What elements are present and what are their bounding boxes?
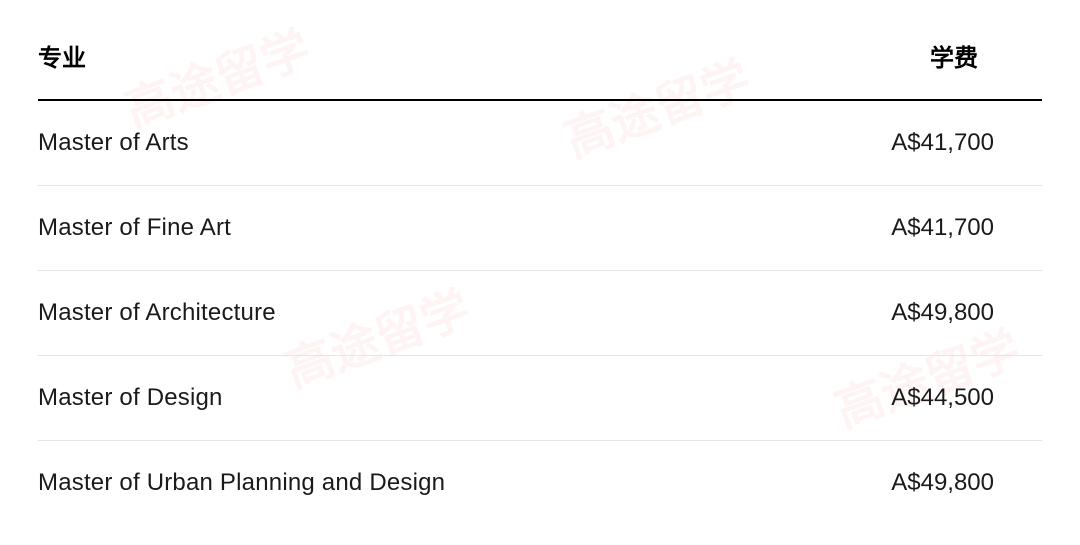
column-header-major: 专业 xyxy=(38,38,86,73)
cell-fee: A$49,800 xyxy=(842,469,1042,497)
tuition-table: 专业 学费 Master of Arts A$41,700 Master of … xyxy=(0,0,1080,545)
cell-fee: A$41,700 xyxy=(842,129,1042,157)
table-header-row: 专业 学费 xyxy=(38,30,1042,101)
cell-fee: A$49,800 xyxy=(842,299,1042,327)
table-row: Master of Architecture A$49,800 xyxy=(38,271,1042,356)
table-row: Master of Fine Art A$41,700 xyxy=(38,186,1042,271)
column-header-fee: 学费 xyxy=(930,38,1042,73)
table-row: Master of Arts A$41,700 xyxy=(38,101,1042,186)
cell-major: Master of Fine Art xyxy=(38,214,231,242)
cell-major: Master of Architecture xyxy=(38,299,276,327)
cell-major: Master of Arts xyxy=(38,129,189,157)
cell-major: Master of Design xyxy=(38,384,223,412)
table-row: Master of Design A$44,500 xyxy=(38,356,1042,441)
cell-fee: A$44,500 xyxy=(842,384,1042,412)
cell-fee: A$41,700 xyxy=(842,214,1042,242)
cell-major: Master of Urban Planning and Design xyxy=(38,469,445,497)
table-row: Master of Urban Planning and Design A$49… xyxy=(38,441,1042,525)
